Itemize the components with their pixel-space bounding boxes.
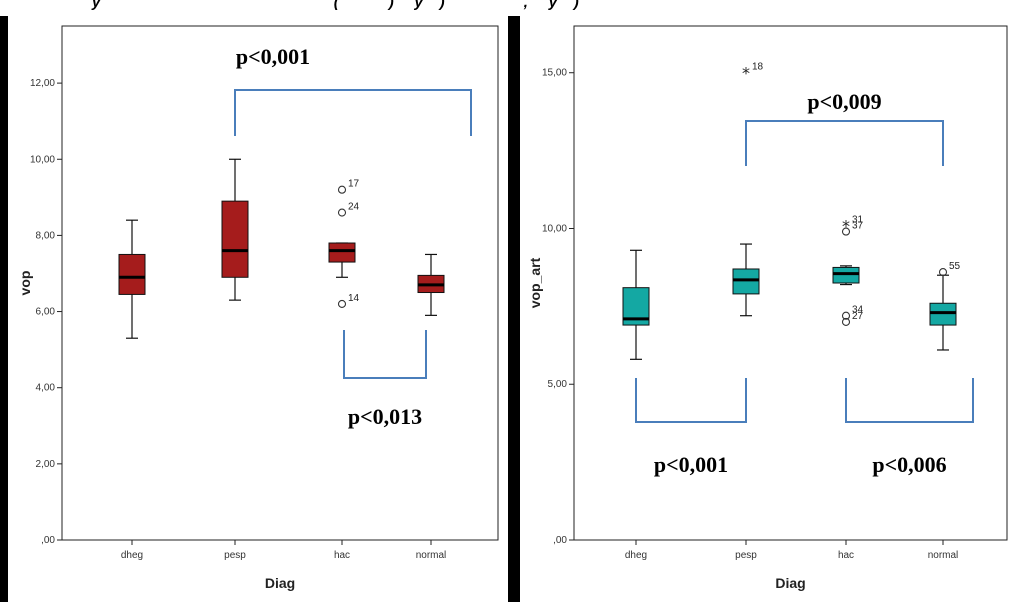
x-category-label: pesp [224,550,246,561]
outlier-label: 24 [348,202,360,213]
outlier-star: * [742,64,750,83]
comparison-bracket [234,89,472,136]
comparison-bracket [845,378,974,423]
x-category-label: dheg [625,550,647,561]
x-category-label: dheg [121,550,143,561]
boxplot-vop: ,00 2,00 4,00 6,00 8,00 10,00 12,00 dheg pesp hac… [17,25,499,591]
outlier-label: 34 [852,305,864,316]
box-pesp [221,200,249,278]
outlier-circle [841,317,851,326]
y-tick-label: 6,00 [36,307,56,318]
y-tick-label: ,00 [553,535,567,546]
box-normal [929,302,957,326]
outlier-circle [337,208,347,217]
outlier-label: 14 [348,293,360,304]
box-hac [832,266,860,284]
y-axis-title: vop [17,271,33,296]
x-category-label: normal [928,550,959,561]
y-tick-label: 10,00 [542,223,567,234]
x-axis-title: Diag [775,575,805,591]
y-tick-label: 2,00 [36,459,56,470]
y-tick-label: 8,00 [36,230,56,241]
outlier-label: 17 [348,179,360,190]
outlier-circle [337,185,347,194]
y-tick-label: 15,00 [542,68,567,79]
box-hac [328,242,356,263]
p-value-label: p<0,013 [348,404,422,429]
outlier-label: 18 [752,62,764,73]
p-value-label: p<0,001 [654,452,728,477]
box-dheg [118,253,146,295]
x-category-label: normal [416,550,447,561]
plot-frame [573,25,1008,541]
chart-panel-vop: ,00 2,00 4,00 6,00 8,00 10,00 12,00 dheg pesp hac… [8,16,508,602]
p-value-label: p<0,001 [236,44,310,69]
x-category-label: hac [838,550,854,561]
plot-frame [61,25,499,541]
top-caption-strip: y ( ) y ) , y ) [0,0,1015,16]
outlier-star: * [842,216,850,235]
outlier-circle [337,299,347,308]
box-pesp [732,268,760,295]
comparison-bracket [343,330,427,379]
p-value-label: p<0,009 [807,89,881,114]
comparison-bracket [745,120,944,166]
y-tick-label: ,00 [41,535,55,546]
x-axis-title: Diag [265,575,295,591]
y-axis-title: vop_art [527,257,543,308]
comparison-bracket [635,378,747,423]
y-tick-label: 12,00 [30,78,55,89]
outlier-circle [841,227,851,236]
top-caption-text: y ( ) y ) , y ) [92,0,579,11]
x-category-label: hac [334,550,350,561]
y-tick-label: 10,00 [30,154,55,165]
outlier-label: 37 [852,221,864,232]
outlier-label: 27 [852,311,864,322]
outlier-circle [841,311,851,320]
outlier-circle [938,268,948,277]
y-tick-label: 4,00 [36,383,56,394]
outlier-label: 55 [949,261,961,272]
y-tick-label: 5,00 [548,379,568,390]
outlier-label: 31 [852,214,864,225]
p-value-label: p<0,006 [872,452,946,477]
x-category-label: pesp [735,550,757,561]
chart-panel-vop-art: ,00 5,00 10,00 15,00 dheg pesp hac normal Diag vo… [520,16,1015,602]
boxplot-vop-art: ,00 5,00 10,00 15,00 dheg pesp hac normal Diag vo… [527,25,1008,591]
